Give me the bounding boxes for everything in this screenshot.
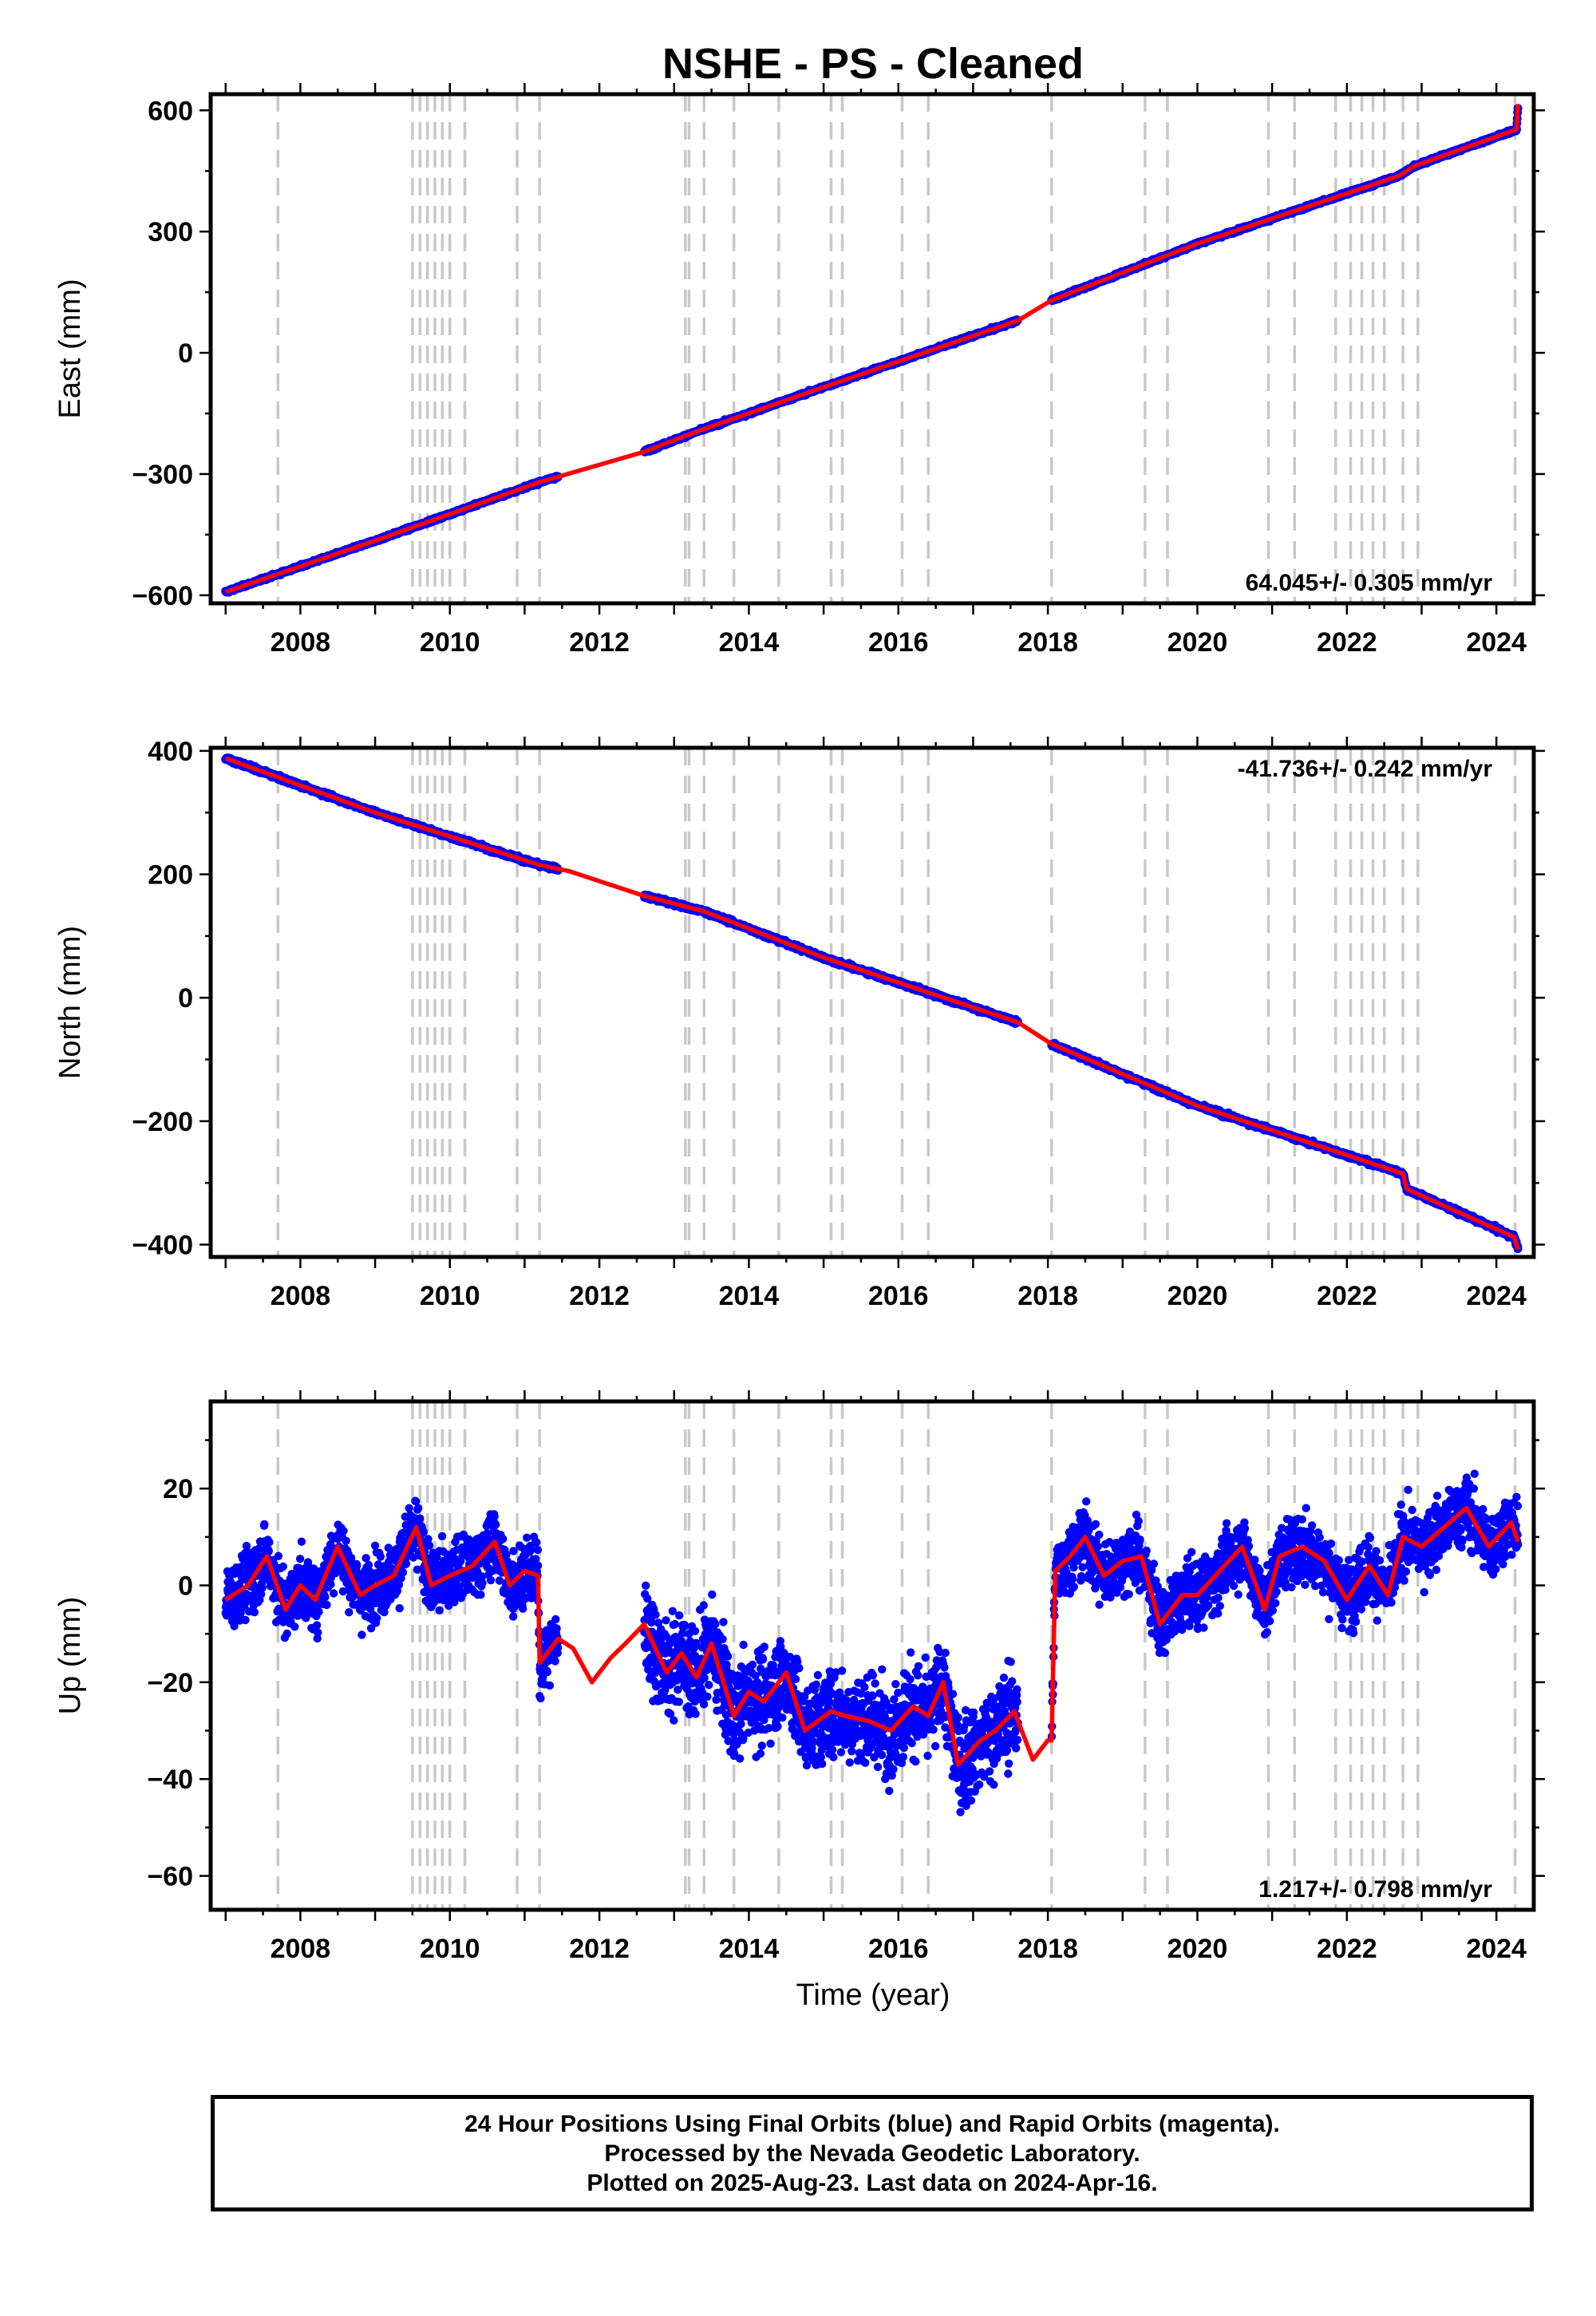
x-tick-label: 2014 [719,627,780,658]
x-tick-label: 2010 [420,627,480,658]
panel-frame [208,92,1536,606]
x-tick-label: 2012 [569,627,630,658]
y-tick-label: −600 [132,581,193,611]
y-tick-label: 300 [148,217,193,247]
x-tick-label: 2008 [271,627,331,658]
y-axis-label: East (mm) [53,279,87,418]
y-tick-label: −300 [132,460,193,490]
x-tick-label: 2022 [1317,627,1377,658]
y-tick-label: 600 [148,96,193,126]
x-tick-label: 2024 [1466,627,1527,658]
x-tick-label: 2020 [1167,627,1228,658]
data-points [221,104,1523,597]
x-tick-label: 2016 [868,627,929,658]
rate-label: 64.045+/- 0.305 mm/yr [1246,570,1493,596]
y-tick-label: 0 [178,338,193,369]
data-points [221,753,1523,1254]
panels: −600 −300 0 300 600 2008 2010 2012 2014 2016 2018 2… [53,83,1545,1964]
event-lines [276,94,1517,603]
chart-title: NSHE - PS - Cleaned [662,40,1084,88]
x-tick-label: 2018 [1017,627,1078,658]
event-lines [276,748,1517,1257]
panel-east: −600 −300 0 300 600 2008 2010 2012 2014 2016 2018 2… [53,83,1545,658]
model-line [224,104,1521,595]
